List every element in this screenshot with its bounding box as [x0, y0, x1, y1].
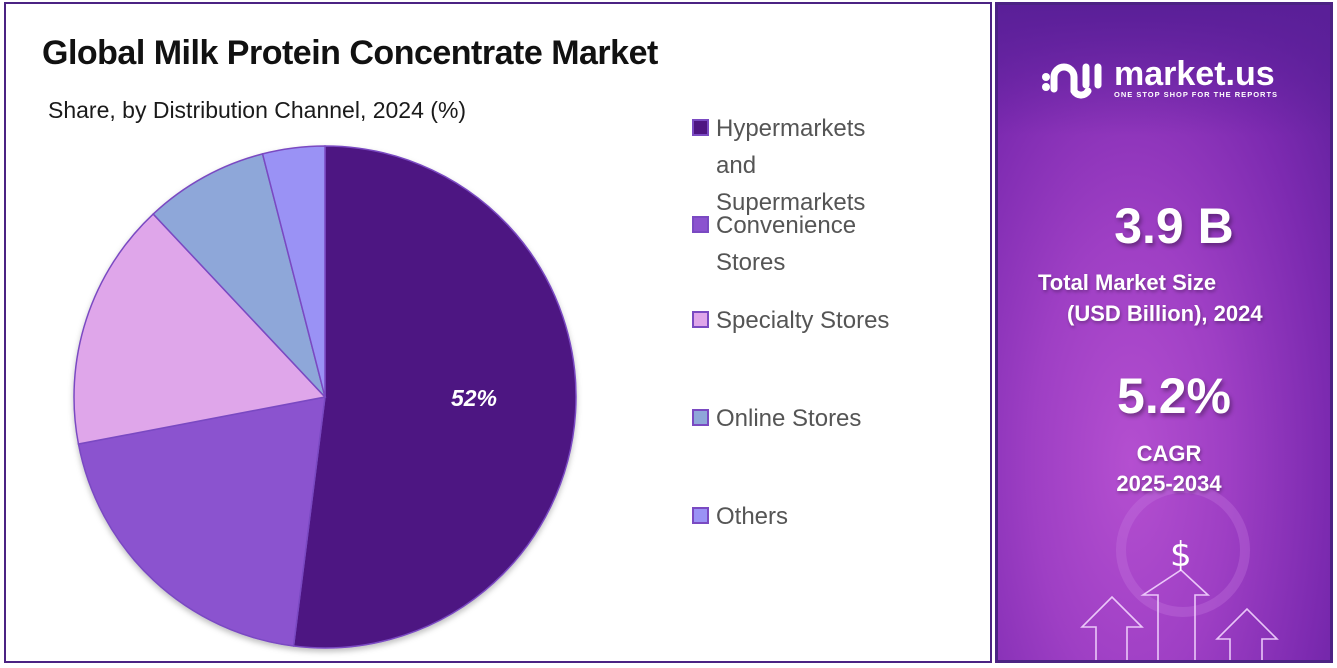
legend-item-convenience: Convenience Stores [692, 207, 916, 281]
pie-chart: 52% [73, 145, 577, 649]
legend-item-hypermarkets: Hypermarkets and Supermarkets [692, 110, 916, 221]
chart-panel: Global Milk Protein Concentrate Market S… [4, 2, 992, 663]
market-size-label-line1: Total Market Size [1038, 270, 1217, 295]
chart-subtitle: Share, by Distribution Channel, 2024 (%) [48, 97, 467, 123]
cagr-label: CAGR [1136, 441, 1202, 466]
growth-arrows-icon [1080, 483, 1279, 660]
brand-tagline: ONE STOP SHOP FOR THE REPORTS [1114, 89, 1279, 99]
dollar-icon: $ [1170, 535, 1192, 575]
legend-swatch [692, 409, 709, 426]
legend-item-specialty: Specialty Stores [692, 302, 916, 339]
legend-item-others: Others [692, 498, 916, 535]
brand-name: market.us [1114, 54, 1275, 93]
legend-item-online: Online Stores [692, 400, 916, 437]
market-us-logo-icon [1042, 63, 1102, 99]
legend-label: Online Stores [716, 405, 862, 432]
summary-panel: $ market.us ONE STOP SHOP FOR THE REPORT… [995, 2, 1333, 663]
cagr-period: 2025-2034 [1116, 471, 1222, 496]
pie-slice [73, 212, 327, 445]
cagr-value: 5.2% [1117, 368, 1231, 424]
legend-swatch [692, 216, 709, 233]
pie-slice [152, 152, 326, 398]
legend-label: Others [716, 503, 789, 530]
market-size-label-line2: (USD Billion), 2024 [1067, 301, 1263, 326]
market-size-value: 3.9 B [1114, 198, 1234, 254]
legend-swatch [692, 119, 709, 136]
pie-slice [261, 145, 326, 398]
pie-slice [77, 396, 326, 647]
legend-label: Hypermarkets and Supermarkets [716, 115, 866, 216]
pie-data-label: 52% [451, 385, 497, 411]
brand-logo: market.us ONE STOP SHOP FOR THE REPORTS [1038, 53, 1278, 103]
legend-swatch [692, 311, 709, 328]
legend-label: Convenience Stores [716, 212, 857, 276]
chart-title: Global Milk Protein Concentrate Market [42, 34, 658, 72]
legend-swatch [692, 507, 709, 524]
pie-slice [292, 145, 577, 649]
legend-label: Specialty Stores [716, 307, 890, 334]
